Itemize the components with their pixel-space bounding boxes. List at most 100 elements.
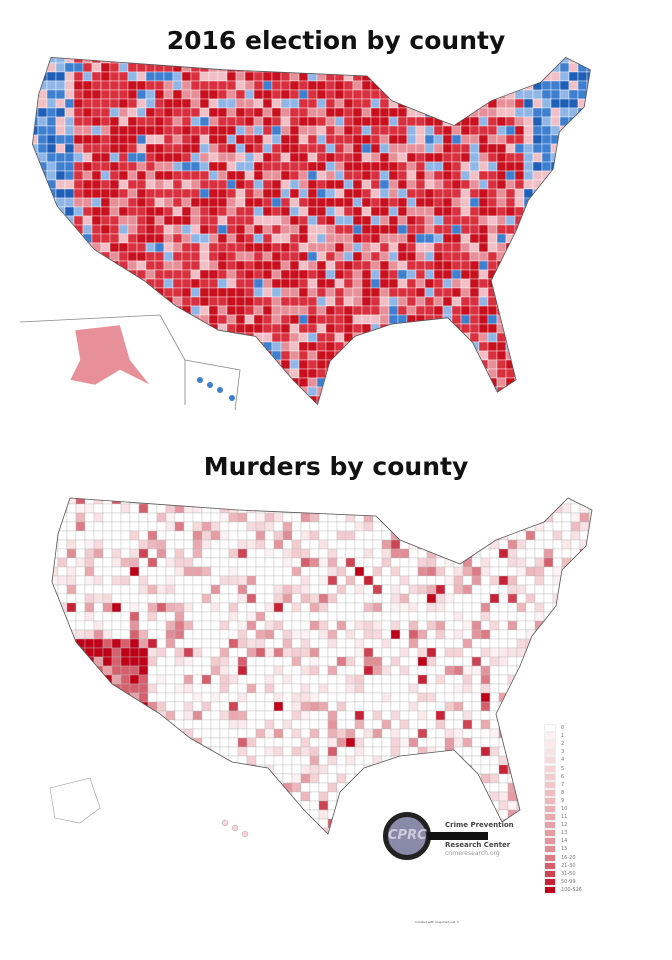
county (605, 396, 614, 405)
county (309, 755, 320, 766)
county (154, 134, 165, 145)
county (442, 170, 453, 181)
county (52, 593, 59, 604)
county (109, 251, 120, 262)
county (82, 152, 93, 163)
county (588, 629, 592, 640)
county (579, 575, 590, 586)
county (318, 521, 329, 532)
county (480, 575, 491, 586)
county (219, 791, 230, 802)
county (57, 593, 68, 604)
county (127, 57, 138, 64)
county (40, 531, 49, 540)
county (109, 116, 120, 127)
county (544, 486, 553, 495)
county (201, 638, 212, 649)
county (307, 368, 318, 379)
county (523, 107, 534, 118)
county (291, 512, 302, 523)
county (289, 386, 300, 397)
county (453, 566, 464, 577)
county (381, 548, 392, 559)
county (20, 90, 29, 99)
county (409, 486, 418, 495)
county (102, 692, 113, 703)
county (255, 692, 266, 703)
county (147, 620, 158, 631)
county (550, 368, 561, 379)
county (496, 170, 507, 181)
county (523, 323, 534, 334)
county (280, 251, 291, 262)
county (145, 170, 156, 181)
county (588, 764, 592, 775)
county (264, 557, 275, 568)
county (289, 188, 300, 199)
county (307, 98, 318, 109)
county (318, 764, 329, 775)
county (237, 638, 248, 649)
county (345, 557, 356, 568)
county (316, 206, 327, 217)
county (460, 359, 471, 370)
county (32, 233, 39, 244)
county (129, 539, 140, 550)
county (309, 647, 320, 658)
county (37, 278, 48, 289)
county (271, 305, 282, 316)
county (453, 692, 464, 703)
county (280, 233, 291, 244)
county (507, 584, 518, 595)
county (379, 377, 390, 388)
county (118, 188, 129, 199)
county (32, 332, 39, 343)
county (55, 278, 66, 289)
county (381, 746, 392, 757)
county (73, 242, 84, 253)
county (66, 719, 77, 730)
county (298, 188, 309, 199)
county (433, 215, 444, 226)
county (399, 575, 410, 586)
county (605, 189, 614, 198)
county (345, 548, 356, 559)
county (442, 368, 453, 379)
county (174, 737, 185, 748)
county (210, 530, 221, 541)
county (534, 665, 545, 676)
county (577, 350, 588, 361)
county (75, 674, 86, 685)
county (46, 350, 57, 361)
county (399, 737, 410, 748)
county (460, 188, 471, 199)
county (435, 674, 446, 685)
county (372, 737, 383, 748)
county (496, 296, 507, 307)
county (111, 566, 122, 577)
county (32, 377, 39, 388)
county (343, 170, 354, 181)
county (47, 405, 56, 414)
county (399, 728, 410, 739)
county (496, 206, 507, 217)
county (120, 530, 131, 541)
county (561, 647, 572, 658)
county (228, 710, 239, 721)
county (433, 224, 444, 235)
county (370, 332, 381, 343)
county (244, 287, 255, 298)
county (514, 377, 525, 388)
county (199, 350, 210, 361)
county (273, 548, 284, 559)
county (408, 773, 419, 784)
county (174, 764, 185, 775)
county (183, 719, 194, 730)
county (183, 620, 194, 631)
county (46, 395, 57, 405)
county (596, 189, 605, 198)
county (147, 593, 158, 604)
county (577, 242, 588, 253)
county (20, 378, 29, 387)
county (487, 242, 498, 253)
